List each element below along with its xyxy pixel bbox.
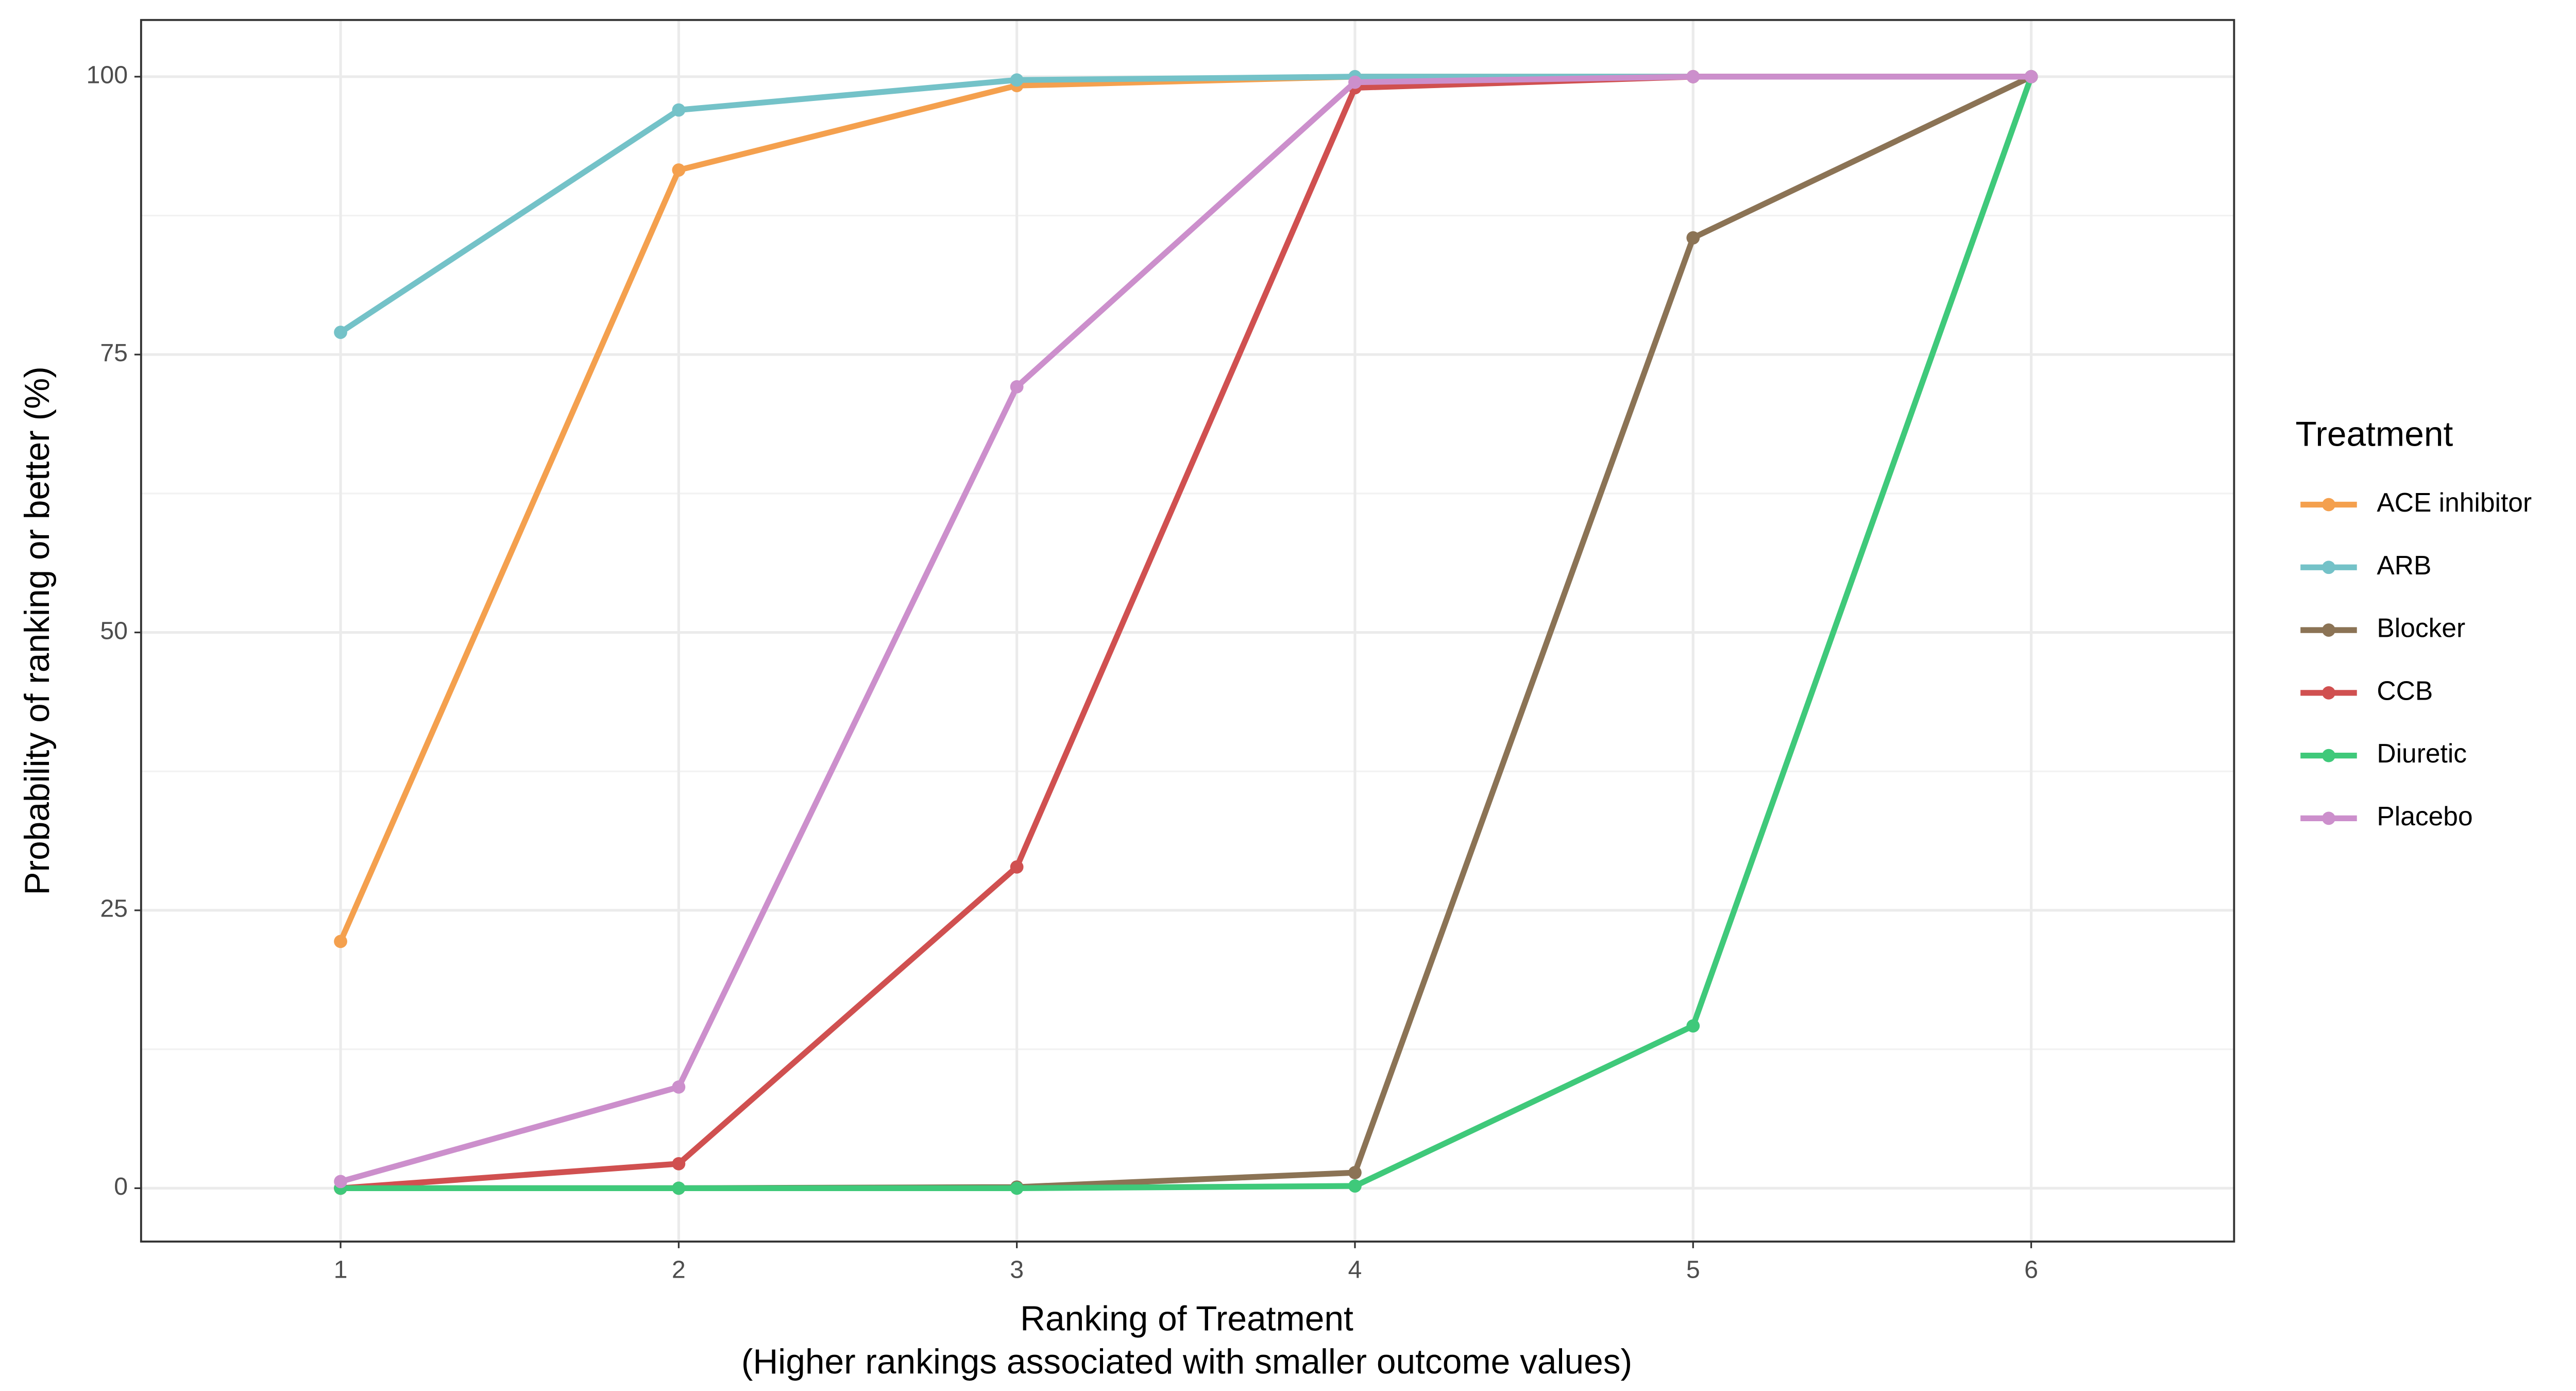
data-point — [672, 103, 686, 117]
x-axis-title: Ranking of Treatment — [1020, 1299, 1353, 1338]
data-point — [672, 1157, 686, 1171]
y-tick-label: 0 — [114, 1173, 128, 1200]
data-point — [1686, 231, 1700, 245]
legend-label: CCB — [2377, 675, 2433, 705]
plot-border — [140, 19, 2235, 1243]
x-axis-subtitle: (Higher rankings associated with smaller… — [741, 1343, 1632, 1381]
legend-key-point — [2322, 686, 2335, 700]
x-tick-label: 5 — [1686, 1256, 1700, 1284]
data-point — [672, 1181, 686, 1195]
y-tick-label: 25 — [100, 895, 128, 923]
legend-key-point — [2322, 561, 2335, 574]
y-axis-title: Probability of ranking or better (%) — [18, 366, 57, 895]
data-point — [1010, 73, 1024, 87]
data-point — [334, 1175, 347, 1189]
data-point — [1010, 380, 1024, 394]
legend-title: Treatment — [2296, 415, 2453, 453]
data-point — [1348, 75, 1362, 89]
legend-key-point — [2322, 749, 2335, 762]
x-tick-label: 4 — [1348, 1256, 1362, 1284]
data-point — [1348, 1179, 1362, 1193]
x-tick-label: 3 — [1010, 1256, 1024, 1284]
series-line — [341, 75, 2034, 1191]
series-line — [340, 74, 2031, 1184]
legend-key-point — [2322, 623, 2335, 637]
legend-label: Placebo — [2377, 801, 2472, 831]
x-tick-label: 2 — [672, 1256, 686, 1284]
legend-label: ARB — [2377, 550, 2431, 580]
data-point — [334, 326, 347, 339]
legend-key-point — [2322, 811, 2335, 825]
data-point — [1348, 1166, 1362, 1180]
data-point — [1686, 1019, 1700, 1033]
data-point — [1010, 860, 1024, 874]
data-point — [1686, 70, 1700, 83]
y-tick-label: 75 — [100, 339, 128, 367]
x-tick-label: 6 — [2024, 1256, 2038, 1284]
data-point — [672, 163, 686, 177]
legend-label: ACE inhibitor — [2377, 487, 2532, 517]
data-point — [672, 1080, 686, 1094]
y-tick-label: 50 — [100, 617, 128, 644]
data-point — [1010, 1181, 1024, 1195]
data-point — [334, 935, 347, 948]
y-tick-label: 100 — [86, 61, 128, 89]
legend-label: Diuretic — [2377, 738, 2467, 768]
x-tick-label: 1 — [334, 1256, 348, 1284]
legend-key-point — [2322, 498, 2335, 512]
legend-label: Blocker — [2377, 613, 2465, 643]
data-point — [2024, 70, 2038, 83]
